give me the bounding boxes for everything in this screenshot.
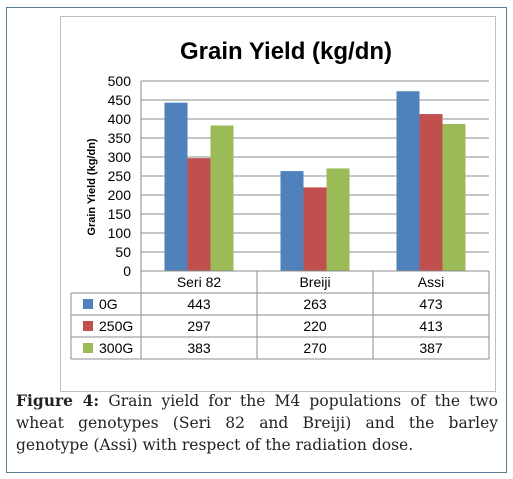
bar-250g-0 xyxy=(187,158,211,271)
bar-0g-2 xyxy=(396,91,420,271)
y-axis-label: Grain Yield (kg/dn) xyxy=(86,138,98,236)
y-tick-label: 300 xyxy=(108,149,132,165)
y-tick-label: 50 xyxy=(115,244,131,260)
data-label: 413 xyxy=(419,318,443,334)
category-label: Seri 82 xyxy=(177,274,222,290)
chart-title: Grain Yield (kg/dn) xyxy=(180,38,392,65)
bar-300g-2 xyxy=(442,123,466,271)
data-label: 297 xyxy=(187,318,211,334)
legend-key-300g xyxy=(83,343,93,353)
y-tick-label: 0 xyxy=(123,263,131,279)
data-label: 443 xyxy=(187,296,211,312)
y-tick-label: 350 xyxy=(108,130,132,146)
data-label: 263 xyxy=(303,296,327,312)
legend-label: 0G xyxy=(99,296,118,312)
data-table: Seri 82 Breiji Assi 0G 443 263 473 250G 297 220 41… xyxy=(70,270,490,360)
caption-text: Grain yield for the M4 populations of th… xyxy=(16,392,498,454)
bars xyxy=(164,91,466,272)
legend-label: 250G xyxy=(99,318,133,334)
bar-250g-1 xyxy=(303,187,327,271)
category-label: Breiji xyxy=(299,274,330,290)
data-label: 473 xyxy=(419,296,443,312)
data-label: 220 xyxy=(303,318,327,334)
y-tick-label: 450 xyxy=(108,92,132,108)
bar-0g-1 xyxy=(280,171,304,271)
bar-300g-0 xyxy=(210,125,234,272)
bar-0g-0 xyxy=(164,102,188,271)
caption-label: Figure 4: xyxy=(16,391,100,410)
y-tick-label: 150 xyxy=(108,206,132,222)
category-label: Assi xyxy=(418,274,444,290)
y-tick-label: 400 xyxy=(108,111,132,127)
grain-yield-chart: Grain Yield (kg/dn) Grain Yield (kg/dn) … xyxy=(70,38,490,360)
y-tick-label: 500 xyxy=(108,73,132,89)
legend-label: 300G xyxy=(99,340,133,356)
bar-300g-1 xyxy=(326,168,350,271)
y-tick-label: 200 xyxy=(108,187,132,203)
y-tick-labels: 0 50 100 150 200 250 300 350 400 450 500 xyxy=(108,73,132,279)
y-tick-label: 100 xyxy=(108,225,132,241)
figure-caption: Figure 4: Grain yield for the M4 populat… xyxy=(16,390,498,456)
bar-250g-2 xyxy=(419,114,443,271)
y-tick-label: 250 xyxy=(108,168,132,184)
chart-area: Grain Yield (kg/dn) Grain Yield (kg/dn) … xyxy=(60,16,496,392)
data-label: 383 xyxy=(187,340,211,356)
legend-key-0g xyxy=(83,299,93,309)
legend-key-250g xyxy=(83,321,93,331)
data-label: 387 xyxy=(419,340,443,356)
data-label: 270 xyxy=(303,340,327,356)
